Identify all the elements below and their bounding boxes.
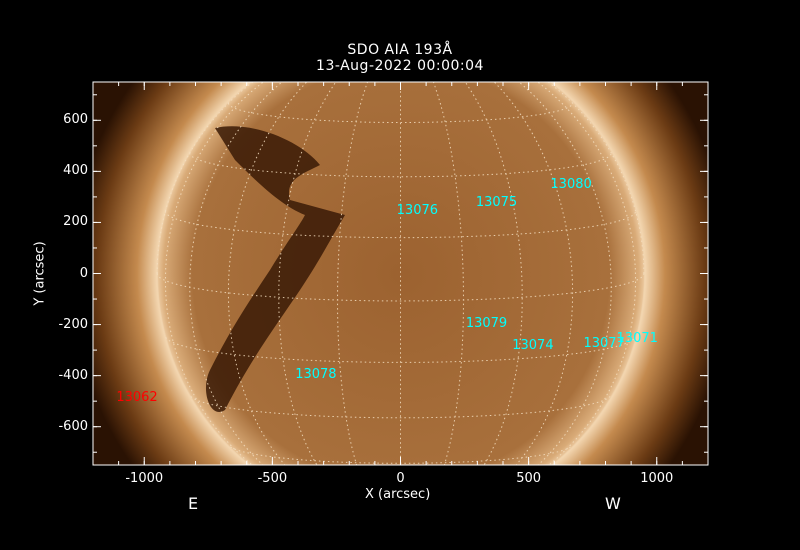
coronal-hole — [205, 126, 345, 412]
y-tick-label: 0 — [79, 265, 88, 281]
grid-line — [190, 396, 611, 419]
grid-line — [344, 510, 456, 514]
active-region-label: 13079 — [465, 315, 508, 331]
grid-line — [189, 82, 283, 465]
grid-line — [547, 82, 645, 274]
active-region-label: 13078 — [295, 366, 337, 382]
x-tick-label: 0 — [396, 471, 405, 486]
active-region-label: 13077 — [583, 335, 625, 351]
active-region-label: 13076 — [396, 203, 439, 219]
y-tick-label: -200 — [58, 316, 88, 332]
west-label: W — [605, 494, 621, 513]
y-tick-label: -400 — [58, 367, 88, 383]
x-tick-label: -500 — [257, 471, 288, 486]
grid-line — [518, 82, 612, 465]
grid-line — [338, 41, 464, 48]
y-tick-label: 200 — [63, 214, 88, 230]
east-label: E — [188, 494, 199, 513]
active-region-label: 13071 — [616, 330, 658, 346]
active-region-label: 13075 — [475, 194, 518, 210]
x-tick-label: 1000 — [640, 471, 674, 486]
x-axis-label: X (arcsec) — [365, 487, 431, 502]
image-title: SDO AIA 193Å — [347, 42, 453, 58]
active-region-label: 13062 — [116, 389, 158, 405]
active-region-label: 13080 — [550, 177, 592, 193]
y-tick-label: -600 — [58, 418, 88, 434]
y-tick-label: 400 — [63, 163, 88, 179]
solar-disk — [158, 82, 644, 465]
heliographic-grid — [156, 41, 645, 514]
image-date: 13-Aug-2022 00:00:04 — [316, 58, 484, 74]
grid-line — [156, 82, 254, 274]
y-tick-label: 600 — [63, 112, 88, 128]
x-tick-label: 500 — [516, 471, 542, 486]
grid-line — [279, 65, 522, 79]
active-region-label: 13074 — [512, 337, 554, 353]
grid-line — [164, 210, 637, 239]
x-tick-label: -1000 — [125, 471, 164, 486]
